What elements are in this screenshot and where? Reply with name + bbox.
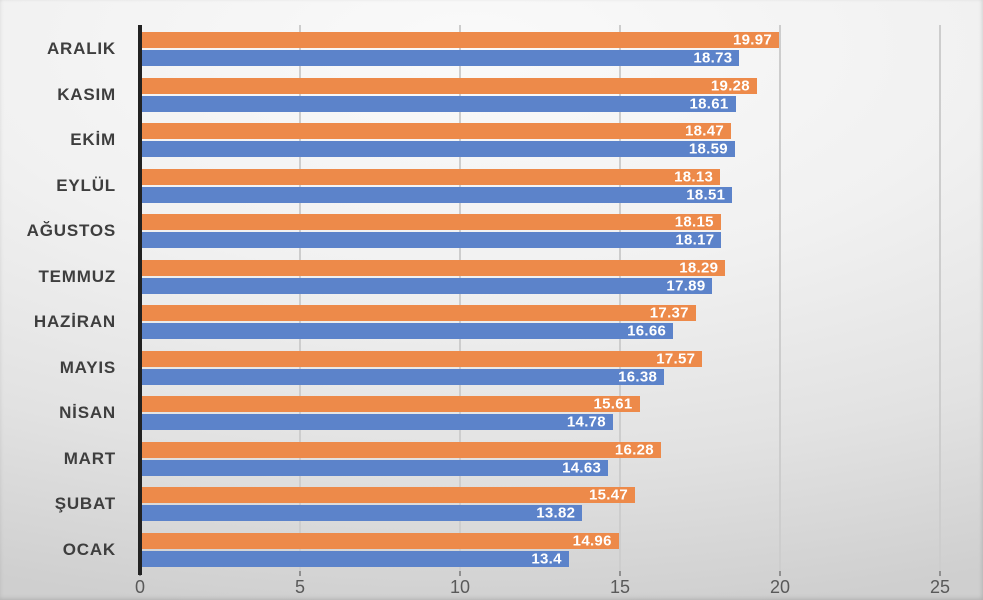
category-label: EYLÜL bbox=[56, 175, 116, 195]
bar-orange-series: 15.61 bbox=[140, 395, 640, 413]
category-row: EKİM 18.47 18.59 bbox=[70, 116, 940, 162]
bar-blue-series: 13.82 bbox=[140, 504, 583, 522]
x-tick-label: 15 bbox=[609, 577, 631, 597]
data-label: 18.51 bbox=[686, 186, 726, 203]
data-label: 18.47 bbox=[684, 122, 725, 140]
gridline bbox=[459, 25, 461, 571]
category-label: TEMMUZ bbox=[38, 266, 116, 286]
category-label: MART bbox=[63, 448, 116, 468]
data-label: 18.59 bbox=[688, 140, 728, 158]
bar-blue-series: 17.89 bbox=[140, 277, 713, 294]
category-label: KASIM bbox=[57, 84, 116, 104]
category-label: HAZİRAN bbox=[33, 312, 116, 331]
bar-blue-series: 14.63 bbox=[140, 459, 609, 476]
gridline bbox=[939, 25, 941, 571]
x-axis: 0 5 10 15 20 25 bbox=[135, 577, 950, 599]
category-label: MAYIS bbox=[59, 357, 116, 377]
data-label: 15.47 bbox=[588, 486, 629, 504]
y-axis-line bbox=[138, 25, 142, 575]
category-row: AĞUSTOS 18.15 18.17 bbox=[27, 207, 940, 253]
bar-blue-series: 18.17 bbox=[140, 231, 722, 249]
category-row: OCAK 14.96 13.4 bbox=[63, 526, 940, 572]
data-label: 18.13 bbox=[674, 168, 714, 185]
x-tick-mark bbox=[299, 571, 301, 576]
bar-orange-series: 14.96 bbox=[140, 532, 619, 549]
bar-orange-series: 17.37 bbox=[140, 304, 696, 322]
x-tick-mark bbox=[619, 571, 621, 576]
bar-orange-series: 18.13 bbox=[140, 168, 721, 185]
x-tick-mark bbox=[779, 571, 781, 576]
category-row: EYLÜL 18.13 18.51 bbox=[56, 162, 940, 208]
x-tick-label: 5 bbox=[294, 577, 306, 597]
category-label: AĞUSTOS bbox=[26, 221, 116, 240]
bar-orange-series: 19.28 bbox=[140, 77, 757, 94]
gridline bbox=[619, 25, 621, 571]
category-label: NİSAN bbox=[59, 403, 116, 422]
bar-blue-series: 18.59 bbox=[140, 140, 735, 158]
data-label: 14.78 bbox=[566, 413, 606, 431]
x-tick-mark bbox=[939, 571, 941, 576]
data-label: 18.17 bbox=[675, 231, 715, 249]
bar-blue-series: 18.73 bbox=[140, 49, 740, 67]
data-label: 16.38 bbox=[618, 368, 658, 385]
x-tick-mark bbox=[459, 571, 461, 576]
data-label: 13.4 bbox=[531, 550, 562, 567]
data-label: 16.66 bbox=[627, 322, 667, 340]
bar-blue-series: 16.38 bbox=[140, 368, 665, 385]
x-tick-label: 20 bbox=[769, 577, 791, 597]
data-label: 17.37 bbox=[649, 304, 689, 322]
bar-blue-series: 18.51 bbox=[140, 186, 733, 203]
data-label: 18.61 bbox=[689, 95, 729, 112]
data-label: 18.15 bbox=[674, 213, 714, 231]
data-label: 17.57 bbox=[656, 350, 696, 367]
bar-orange-series: 15.47 bbox=[140, 486, 636, 504]
gridline bbox=[299, 25, 301, 571]
bar-blue-series: 14.78 bbox=[140, 413, 613, 431]
data-label: 13.82 bbox=[536, 504, 576, 522]
category-label: ŞUBAT bbox=[54, 494, 116, 513]
bar-orange-series: 18.29 bbox=[140, 259, 726, 276]
x-tick-label: 10 bbox=[449, 577, 471, 597]
data-label: 18.29 bbox=[679, 259, 719, 276]
category-row: TEMMUZ 18.29 17.89 bbox=[38, 253, 940, 299]
bar-blue-series: 16.66 bbox=[140, 322, 674, 340]
category-row: ŞUBAT 15.47 13.82 bbox=[55, 480, 940, 526]
category-row: ARALIK 19.97 18.73 bbox=[47, 25, 940, 71]
bar-orange-series: 19.97 bbox=[140, 31, 780, 49]
category-label: OCAK bbox=[62, 539, 116, 559]
data-label: 19.97 bbox=[732, 31, 773, 49]
category-row: KASIM 19.28 18.61 bbox=[57, 71, 940, 117]
data-label: 18.73 bbox=[693, 49, 733, 67]
gridline bbox=[779, 25, 781, 571]
category-row: MART 16.28 14.63 bbox=[64, 435, 940, 481]
bar-orange-series: 17.57 bbox=[140, 350, 703, 367]
x-tick-label: 25 bbox=[929, 577, 951, 597]
bar-blue-series: 18.61 bbox=[140, 95, 736, 112]
bar-orange-series: 18.15 bbox=[140, 213, 721, 231]
data-label: 19.28 bbox=[710, 77, 750, 94]
plot-area: ARALIK 19.97 18.73 KASIM 19.28 18.61 EKİM 18.47… bbox=[27, 25, 941, 576]
category-row: HAZİRAN 17.37 16.66 bbox=[34, 298, 940, 344]
bar-orange-series: 18.47 bbox=[140, 122, 732, 140]
category-row: MAYIS 17.57 16.38 bbox=[60, 344, 940, 390]
data-label: 16.28 bbox=[614, 441, 654, 458]
data-label: 15.61 bbox=[593, 395, 633, 413]
data-label: 14.96 bbox=[572, 532, 612, 549]
data-label: 14.63 bbox=[562, 459, 602, 476]
data-label: 17.89 bbox=[666, 277, 706, 294]
bar-blue-series: 13.4 bbox=[140, 550, 569, 567]
category-label: EKİM bbox=[70, 130, 116, 149]
category-row: NİSAN 15.61 14.78 bbox=[59, 389, 940, 435]
x-tick-label: 0 bbox=[134, 577, 146, 597]
category-label: ARALIK bbox=[46, 39, 116, 58]
bar-orange-series: 16.28 bbox=[140, 441, 661, 458]
